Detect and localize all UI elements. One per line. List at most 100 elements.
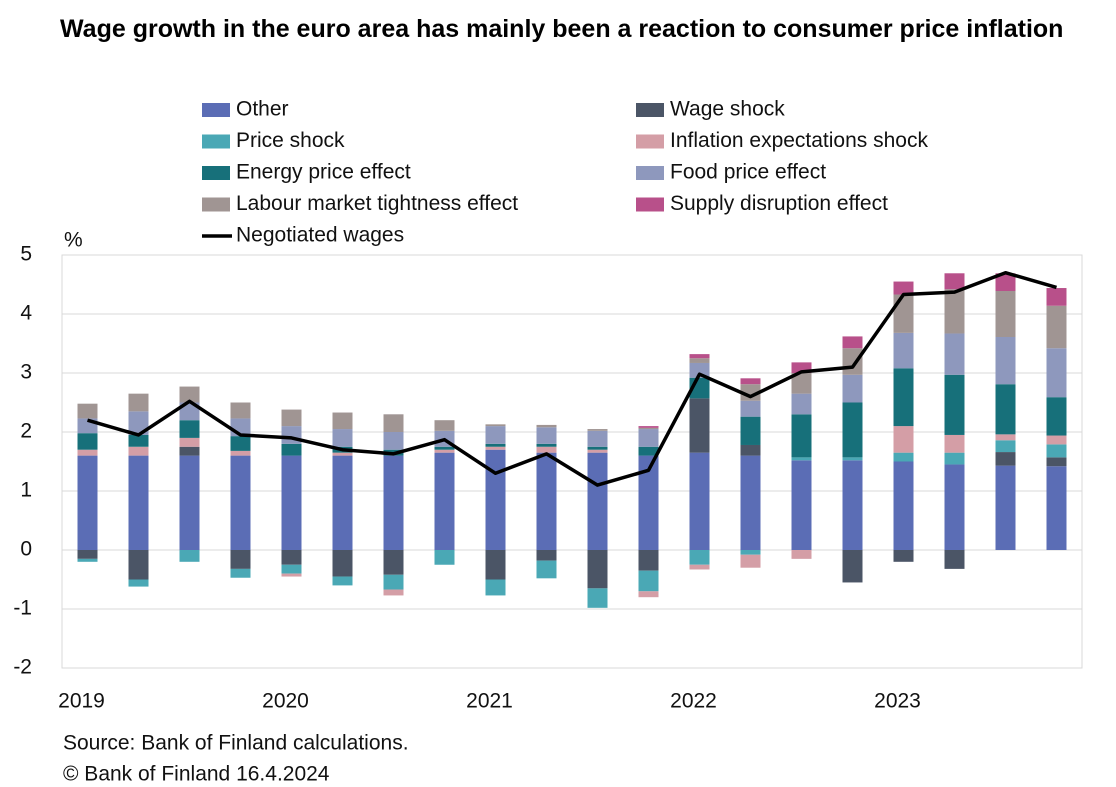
bar-segment — [128, 579, 149, 587]
legend-label: Negotiated wages — [236, 224, 404, 247]
bar-segment — [689, 564, 710, 570]
bar-segment — [740, 416, 761, 445]
legend-label: Energy price effect — [236, 161, 411, 184]
bar-segment — [179, 446, 200, 456]
bar-segment — [893, 426, 914, 453]
bar-segment — [77, 455, 98, 550]
source-note: © Bank of Finland 16.4.2024 — [63, 763, 330, 786]
bar-segment — [383, 550, 404, 575]
bar-segment — [1046, 305, 1067, 349]
bar-segment — [944, 333, 965, 375]
legend-label: Other — [236, 98, 289, 121]
bar-segment — [689, 550, 710, 565]
bar-segment — [434, 550, 455, 565]
bar-segment — [536, 550, 557, 561]
bar-segment — [791, 457, 812, 461]
bar-segment — [1046, 348, 1067, 398]
legend-label: Inflation expectations shock — [670, 129, 928, 152]
y-tick-label: 3 — [20, 361, 32, 384]
bar-segment — [128, 393, 149, 412]
bar-segment — [434, 420, 455, 431]
bar-segment — [383, 414, 404, 432]
bar-segment — [434, 449, 455, 453]
bar-segment — [485, 424, 506, 427]
bar-segment — [230, 436, 251, 451]
bar-segment — [281, 564, 302, 574]
bar-segment — [281, 550, 302, 565]
bar-segment — [944, 273, 965, 290]
bar-segment — [536, 452, 557, 550]
bar-segment — [740, 550, 761, 555]
bar-segment — [638, 429, 659, 447]
bar-segment — [587, 588, 608, 608]
bar-segment — [332, 455, 353, 550]
bar-segment — [485, 446, 506, 450]
bar-segment — [1046, 444, 1067, 458]
bar-segment — [791, 362, 812, 373]
bar-segment — [842, 460, 863, 550]
bar-segment — [77, 558, 98, 562]
bar-segment — [995, 290, 1016, 338]
bar-segment — [332, 550, 353, 577]
plot-area — [61, 254, 1083, 669]
bar-segment — [587, 550, 608, 589]
bar-segment — [842, 374, 863, 403]
bar-segment — [893, 461, 914, 550]
bar-segment — [383, 455, 404, 550]
bar-segment — [944, 434, 965, 453]
bar-segment — [842, 336, 863, 349]
chart-title: Wage growth in the euro area has mainly … — [60, 15, 1064, 43]
bar-segment — [179, 420, 200, 438]
bar-segment — [1046, 466, 1067, 550]
y-tick-label: 5 — [20, 243, 32, 266]
legend-swatch — [202, 134, 230, 149]
bar-segment — [281, 409, 302, 427]
bar-segment — [995, 465, 1016, 550]
bar-segment — [179, 550, 200, 562]
bar-segment — [638, 550, 659, 571]
bar-segment — [128, 455, 149, 550]
bar-segment — [842, 457, 863, 461]
bar-segment — [230, 550, 251, 569]
y-unit: % — [64, 229, 83, 252]
bar-segment — [536, 443, 557, 447]
bar-segment — [995, 337, 1016, 385]
bar-segment — [281, 443, 302, 456]
bar-segment — [383, 574, 404, 590]
bar-segment — [434, 452, 455, 550]
bar-segment — [791, 393, 812, 415]
bar-segment — [230, 450, 251, 456]
bar-segment — [230, 455, 251, 550]
bar-segment — [944, 452, 965, 465]
bar-segment — [485, 550, 506, 580]
bar-segment — [995, 434, 1016, 441]
bar-segment — [230, 402, 251, 419]
bar-segment — [332, 412, 353, 430]
legend-label: Supply disruption effect — [670, 192, 888, 215]
bar-segment — [536, 446, 557, 453]
bar-segment — [434, 446, 455, 450]
bar-segment — [587, 452, 608, 550]
bar-segment — [638, 446, 659, 456]
y-tick-label: 4 — [20, 302, 32, 325]
bar-segment — [281, 573, 302, 577]
legend-label: Wage shock — [670, 98, 785, 121]
bar-segment — [536, 427, 557, 444]
bar-segment — [230, 568, 251, 578]
bar-segment — [944, 550, 965, 569]
bar-segment — [689, 398, 710, 453]
bar-segment — [740, 400, 761, 417]
bar-segment — [77, 433, 98, 450]
bar-segment — [638, 591, 659, 598]
legend-swatch — [636, 134, 664, 149]
bar-segment — [128, 434, 149, 447]
bar-segment — [689, 358, 710, 363]
bar-segment — [536, 424, 557, 428]
bar-segment — [740, 455, 761, 550]
bar-segment — [128, 446, 149, 456]
bar-segment — [689, 452, 710, 550]
bar-segment — [689, 354, 710, 359]
legend-swatch — [636, 103, 664, 117]
bar-segment — [893, 294, 914, 333]
